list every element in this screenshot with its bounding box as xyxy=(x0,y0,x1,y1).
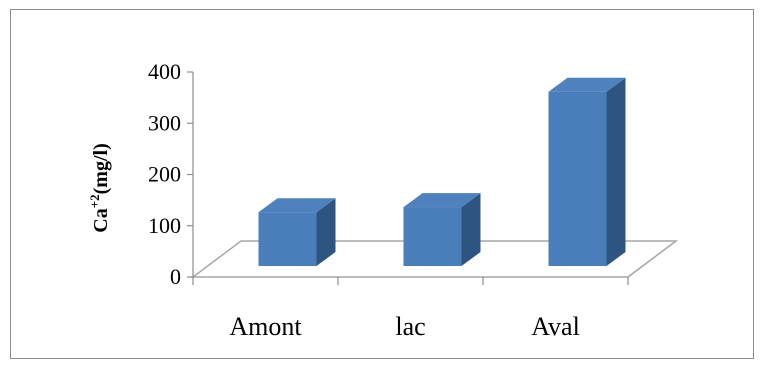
y-tick-label: 300 xyxy=(148,110,181,135)
x-category-label: lac xyxy=(395,312,425,341)
y-tick-label: 400 xyxy=(148,59,181,84)
bars xyxy=(258,77,626,266)
bar-lac xyxy=(403,193,481,266)
ylabel-sup: +2 xyxy=(87,194,102,208)
ylabel-base: Ca xyxy=(90,208,112,232)
labels: 0 100 200 300 400 Amont lac Aval xyxy=(148,59,580,341)
bar-top xyxy=(258,198,336,213)
x-category-label: Amont xyxy=(229,312,302,341)
bar-side xyxy=(461,193,481,266)
bar-side xyxy=(606,77,626,266)
bar-top xyxy=(548,77,626,92)
chart-frame xyxy=(10,9,754,359)
bar-front xyxy=(403,207,462,266)
x-category-label: Aval xyxy=(531,312,580,341)
bar-aval xyxy=(548,77,626,266)
axes xyxy=(187,71,679,285)
bar-front xyxy=(258,212,317,266)
y-tick-label: 200 xyxy=(148,162,181,187)
bar-side xyxy=(316,198,336,266)
y-tick-label: 0 xyxy=(170,264,181,289)
bar-front xyxy=(548,91,607,266)
y-tick-label: 100 xyxy=(148,213,181,238)
y-axis-label: Ca+2(mg/l) xyxy=(87,143,112,232)
bar-top xyxy=(403,193,481,208)
bar-amont xyxy=(258,198,336,266)
ylabel-unit: (mg/l) xyxy=(90,143,112,194)
